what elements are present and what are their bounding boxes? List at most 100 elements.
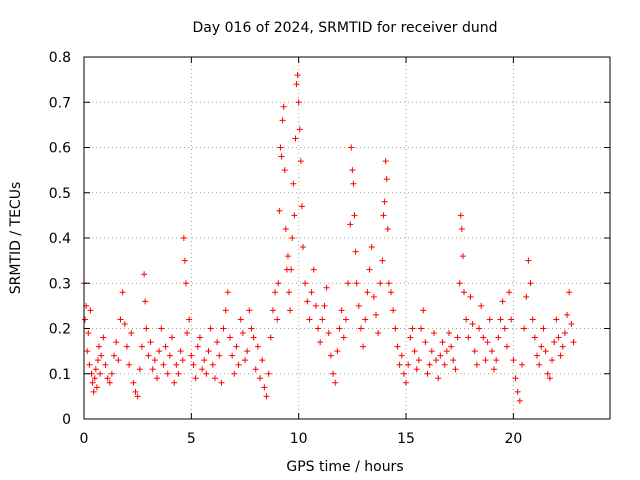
data-point <box>420 307 427 314</box>
data-point <box>484 339 491 346</box>
y-tick-label: 0.6 <box>49 141 71 157</box>
data-point <box>239 330 246 337</box>
data-point <box>130 379 137 386</box>
data-point <box>362 316 369 323</box>
data-point <box>216 352 223 359</box>
data-point <box>104 375 111 382</box>
data-point <box>488 348 495 355</box>
data-point <box>433 357 440 364</box>
data-point <box>377 280 384 287</box>
data-point <box>282 225 289 232</box>
data-point <box>145 352 152 359</box>
data-points <box>81 72 577 404</box>
data-point <box>317 339 324 346</box>
data-point <box>290 180 297 187</box>
data-point <box>182 280 189 287</box>
y-tick-label: 0.7 <box>49 95 71 111</box>
data-point <box>384 225 391 232</box>
data-point <box>497 316 504 323</box>
data-point <box>403 379 410 386</box>
y-tick-label: 0.2 <box>49 322 71 338</box>
data-point <box>115 357 122 364</box>
data-point <box>392 325 399 332</box>
data-point <box>284 253 291 260</box>
data-point <box>332 379 339 386</box>
data-point <box>136 366 143 373</box>
data-point <box>164 370 171 377</box>
data-point <box>568 320 575 327</box>
data-point <box>288 266 295 273</box>
y-tick-label: 0.5 <box>49 186 71 202</box>
data-point <box>516 397 523 404</box>
data-point <box>428 348 435 355</box>
data-point <box>385 280 392 287</box>
data-point <box>121 320 128 327</box>
data-point <box>471 348 478 355</box>
data-point <box>527 280 534 287</box>
data-point <box>98 352 105 359</box>
data-point <box>452 366 459 373</box>
data-point <box>564 311 571 318</box>
data-point <box>336 325 343 332</box>
data-point <box>534 352 541 359</box>
data-point <box>119 289 126 296</box>
data-point <box>244 348 251 355</box>
y-axis-label: SRMTID / TECUs <box>8 182 24 295</box>
data-point <box>242 357 249 364</box>
data-point <box>476 325 483 332</box>
data-point <box>87 307 94 314</box>
data-point <box>463 316 470 323</box>
data-point <box>224 289 231 296</box>
data-point <box>97 370 104 377</box>
data-point <box>192 375 199 382</box>
data-point <box>141 271 148 278</box>
data-point <box>261 384 268 391</box>
data-point <box>443 348 450 355</box>
data-point <box>222 307 229 314</box>
data-point <box>173 361 180 368</box>
data-point <box>523 293 530 300</box>
data-point <box>480 334 487 341</box>
data-point <box>85 330 92 337</box>
y-tick-label: 0 <box>62 412 71 428</box>
data-point <box>357 325 364 332</box>
data-point <box>138 343 145 350</box>
data-point <box>551 339 558 346</box>
data-point <box>501 325 508 332</box>
data-point <box>348 144 355 151</box>
data-point <box>84 348 91 355</box>
data-point <box>559 343 566 350</box>
data-point <box>259 357 266 364</box>
data-point <box>226 334 233 341</box>
data-point <box>405 361 412 368</box>
data-point <box>411 348 418 355</box>
x-tick-label: 0 <box>80 431 89 447</box>
data-point <box>349 167 356 174</box>
data-point <box>108 370 115 377</box>
y-tick-label: 0.8 <box>49 50 71 66</box>
data-point <box>295 99 302 106</box>
data-point <box>450 357 457 364</box>
data-point <box>134 393 141 400</box>
data-point <box>293 81 300 88</box>
data-point <box>437 352 444 359</box>
data-point <box>540 325 547 332</box>
data-point <box>310 266 317 273</box>
data-point <box>338 307 345 314</box>
data-point <box>294 72 301 79</box>
data-point <box>467 293 474 300</box>
data-point <box>561 330 568 337</box>
y-tick-label: 0.4 <box>49 231 71 247</box>
data-point <box>499 298 506 305</box>
data-point <box>325 330 332 337</box>
data-point <box>132 388 139 395</box>
data-point <box>542 348 549 355</box>
data-point <box>246 307 253 314</box>
data-point <box>143 325 150 332</box>
data-point <box>201 357 208 364</box>
data-point <box>160 361 167 368</box>
data-point <box>286 289 293 296</box>
data-point <box>536 361 543 368</box>
data-point <box>486 316 493 323</box>
